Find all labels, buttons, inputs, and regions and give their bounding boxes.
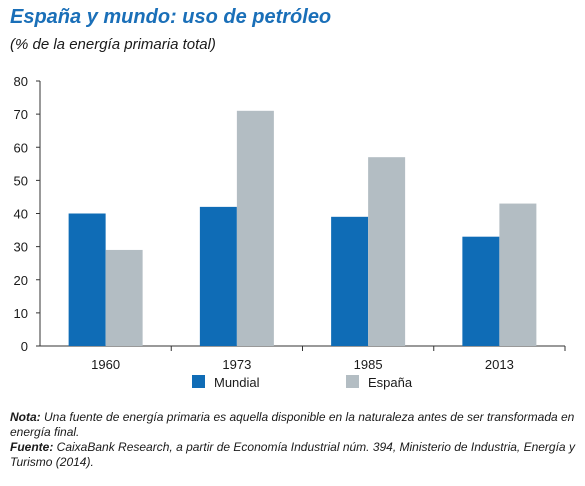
y-tick-label: 70 (14, 107, 28, 122)
y-tick-label: 20 (14, 273, 28, 288)
nota-label: Nota: (10, 410, 41, 424)
x-tick-label: 1973 (222, 357, 251, 372)
legend-label: España (368, 375, 413, 390)
bar-españa-1973 (236, 110, 274, 346)
nota: Nota: Una fuente de energía primaria es … (10, 410, 578, 440)
bar-mundial-1960 (68, 213, 106, 346)
nota-text: Una fuente de energía primaria es aquell… (10, 410, 575, 439)
y-tick-label: 30 (14, 240, 28, 255)
bar-mundial-1973 (199, 206, 237, 346)
bar-mundial-2013 (462, 236, 500, 346)
x-tick-label: 2013 (485, 357, 514, 372)
legend-swatch (346, 375, 359, 388)
y-tick-label: 10 (14, 306, 28, 321)
bar-mundial-1985 (331, 216, 369, 346)
bar-chart: 0 10 20 30 40 50 60 70 80 1960 1973 1985 2013 Mundial… (14, 74, 566, 390)
legend-label: Mundial (214, 375, 260, 390)
x-tick-label: 1985 (354, 357, 383, 372)
bar-españa-1960 (105, 249, 143, 346)
y-tick-label: 50 (14, 173, 28, 188)
y-tick-label: 80 (14, 74, 28, 89)
fuente: Fuente: CaixaBank Research, a partir de … (10, 440, 578, 470)
chart-title: España y mundo: uso de petróleo (10, 6, 332, 28)
y-tick-label: 60 (14, 140, 28, 155)
chart-notes: Nota: Una fuente de energía primaria es … (10, 410, 578, 470)
y-tick-label: 0 (21, 339, 28, 354)
bar-españa-1985 (368, 157, 406, 346)
x-tick-label: 1960 (91, 357, 120, 372)
legend-swatch (192, 375, 205, 388)
bar-españa-2013 (499, 203, 537, 346)
fuente-text: CaixaBank Research, a partir de Economía… (10, 440, 575, 469)
fuente-label: Fuente: (10, 440, 54, 454)
chart-subtitle: (% de la energía primaria total) (10, 36, 216, 53)
y-tick-label: 40 (14, 207, 28, 222)
